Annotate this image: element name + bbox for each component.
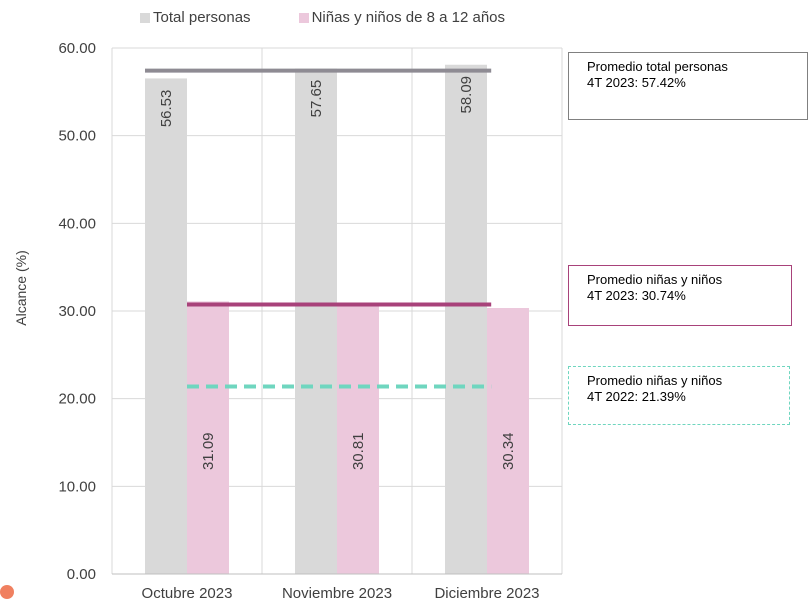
bar-total	[445, 64, 487, 575]
y-axis-title: Alcance (%)	[13, 250, 29, 325]
bar-ninos	[337, 303, 379, 574]
data-label: 30.34	[500, 432, 517, 470]
callout-2023-line2: 4T 2023: 30.74%	[587, 288, 686, 303]
y-tick-label: 60.00	[58, 40, 96, 57]
y-tick-label: 20.00	[58, 391, 96, 408]
y-tick-label: 0.00	[67, 566, 96, 583]
y-tick-label: 50.00	[58, 128, 96, 145]
callout-promedio-ninos-2022: Promedio niñas y niños 4T 2022: 21.39%	[568, 366, 790, 425]
legend-swatch-total	[140, 12, 150, 23]
data-label: 31.09	[200, 432, 217, 470]
bar-ninos	[187, 301, 229, 574]
callout-2022-line2: 4T 2022: 21.39%	[587, 389, 686, 404]
callout-total-line1: Promedio total personas	[587, 59, 728, 74]
data-labels: 56.53 31.09 57.65 30.81 58.09 30.34	[158, 76, 517, 470]
legend-label-total: Total personas	[153, 9, 251, 26]
bars	[145, 64, 529, 575]
y-tick-label: 40.00	[58, 215, 96, 232]
callout-2023-line1: Promedio niñas y niños	[587, 272, 723, 287]
data-label: 56.53	[158, 90, 175, 128]
data-label: 58.09	[458, 76, 475, 114]
legend-label-ninos: Niñas y niños de 8 a 12 años	[311, 9, 506, 26]
data-label: 30.81	[350, 432, 367, 470]
legend-item-total: Total personas	[140, 9, 251, 26]
y-tick-label: 30.00	[58, 303, 96, 320]
legend: Total personas Niñas y niños de 8 a 12 a…	[140, 9, 505, 26]
bar-total	[295, 68, 337, 574]
x-tick-label: Diciembre 2023	[434, 585, 539, 602]
x-tick-label: Noviembre 2023	[282, 585, 392, 602]
callout-2022-line1: Promedio niñas y niños	[587, 373, 723, 388]
bar-ninos	[487, 308, 529, 574]
legend-item-ninos: Niñas y niños de 8 a 12 años	[298, 9, 506, 26]
axes: 0.00 10.00 20.00 30.00 40.00 50.00 60.00 Octubr…	[58, 40, 562, 602]
callout-promedio-total: Promedio total personas 4T 2023: 57.42%	[568, 52, 808, 120]
callout-promedio-ninos-2023: Promedio niñas y niños 4T 2023: 30.74%	[568, 265, 792, 326]
callout-total-line2: 4T 2023: 57.42%	[587, 75, 686, 90]
y-tick-label: 10.00	[58, 478, 96, 495]
x-tick-label: Octubre 2023	[142, 585, 233, 602]
decorative-dot	[0, 585, 14, 599]
data-label: 57.65	[308, 80, 325, 118]
reference-lines	[145, 68, 492, 389]
legend-swatch-ninos	[298, 12, 309, 23]
bar-total	[145, 78, 187, 574]
